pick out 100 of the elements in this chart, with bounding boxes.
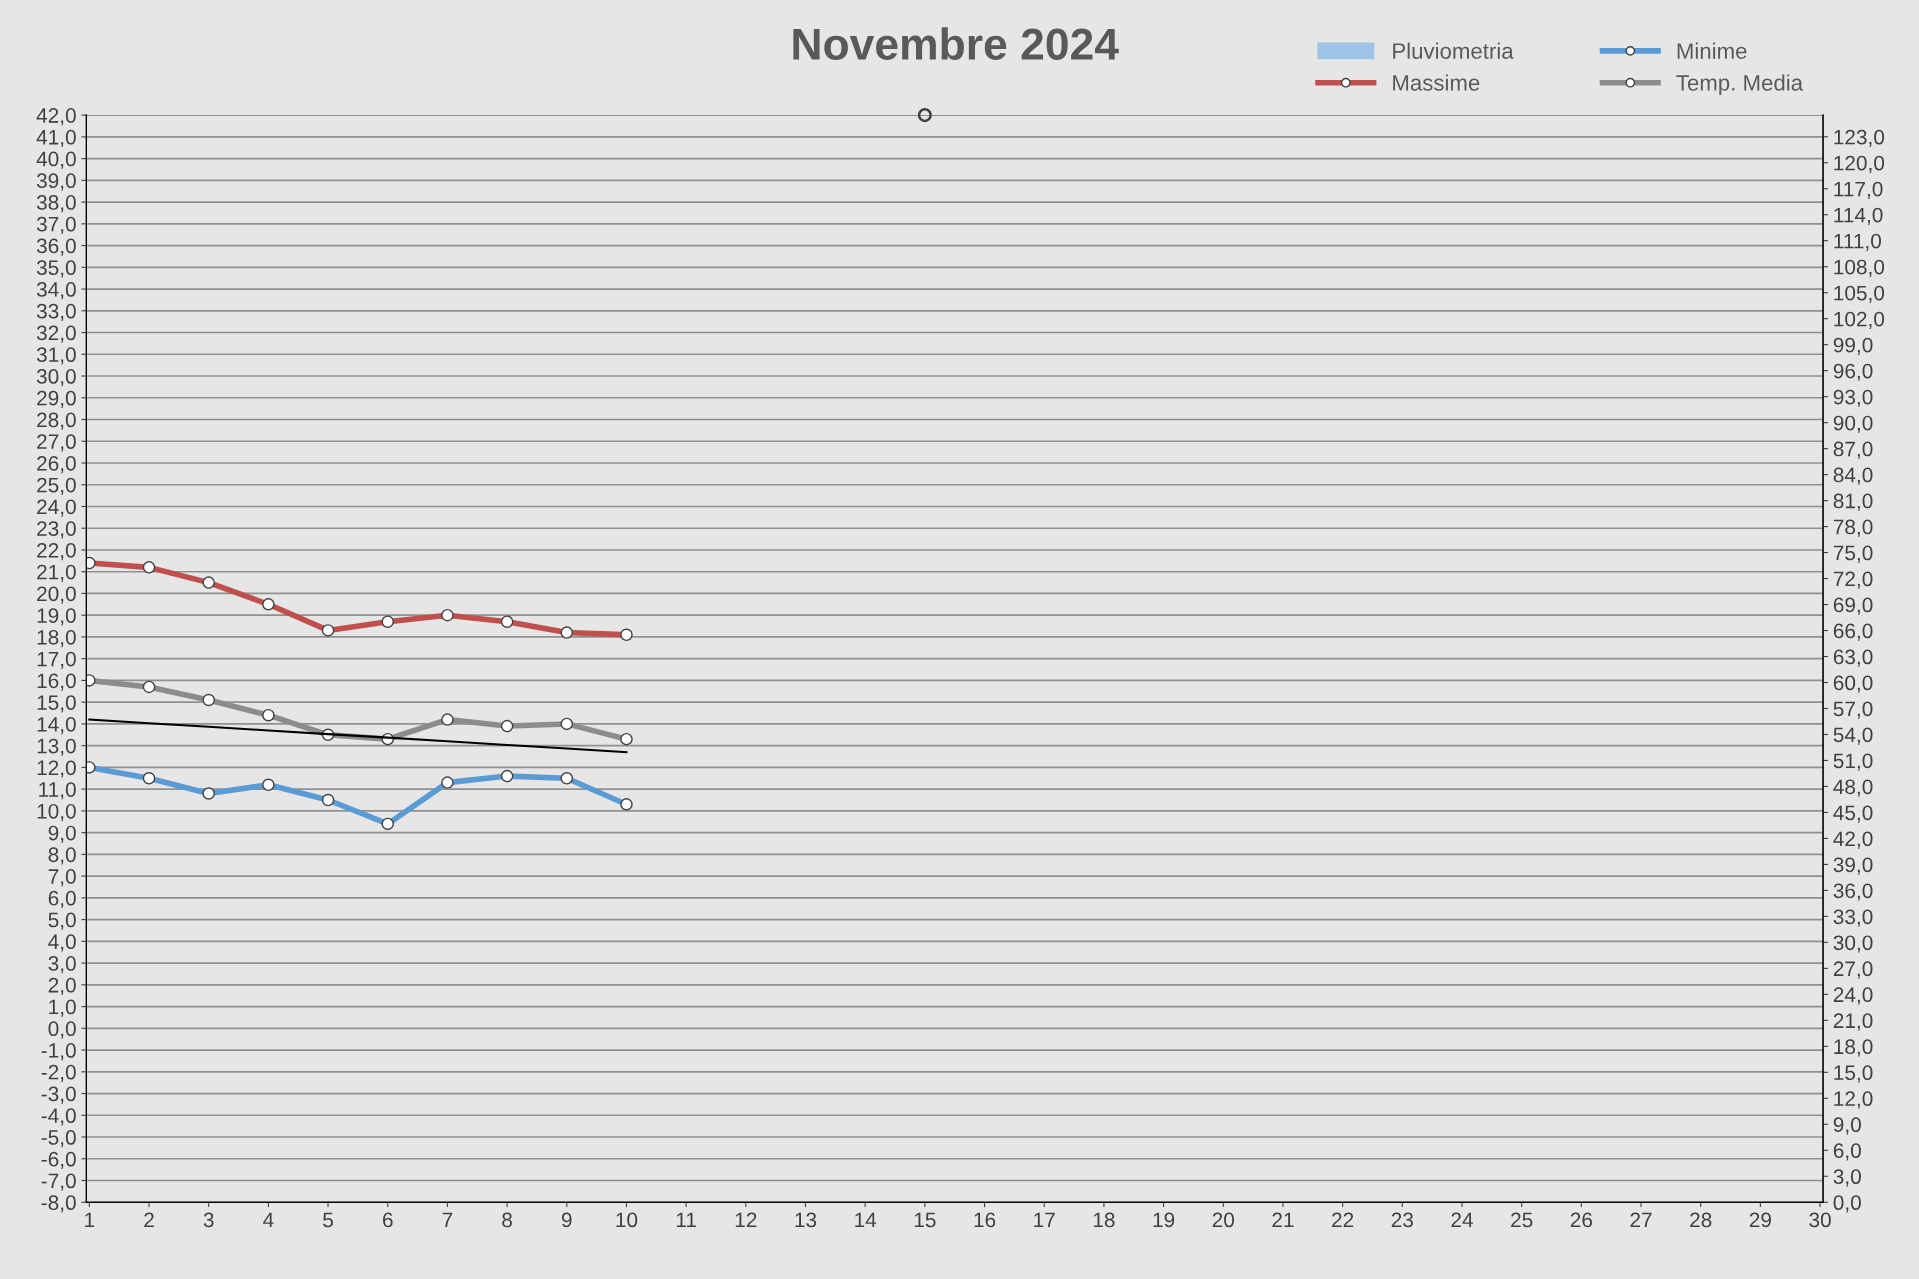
y2-tick-label: 123,0 [1834, 129, 1885, 147]
y-tick-label: 20,0 [37, 586, 76, 604]
x-tick-label: 21 [1272, 1212, 1294, 1228]
x-tick-label: 8 [502, 1212, 512, 1228]
y2-tick-label: 45,0 [1833, 805, 1873, 823]
y2-tick-label: 108,0 [1834, 259, 1885, 277]
y-tick-label: 27,0 [37, 434, 76, 452]
y2-tick-label: 60,0 [1833, 675, 1873, 693]
y-tick-label: -8,0 [41, 1195, 76, 1213]
x-tick-label: 10 [616, 1212, 638, 1228]
y-tick-label: 16,0 [37, 673, 76, 691]
y2-tick-label: 117,0 [1834, 181, 1883, 199]
x-tick-label: 9 [561, 1212, 572, 1228]
y-tick-label: 22,0 [37, 542, 76, 561]
y2-tick-label: 96,0 [1833, 363, 1873, 381]
y-tick-label: 19,0 [37, 608, 76, 626]
y2-tick-label: 42,0 [1833, 831, 1873, 849]
y2-tick-label: 36,0 [1833, 883, 1873, 901]
y2-tick-label: 114,0 [1834, 207, 1883, 225]
y-tick-label: 33,0 [36, 303, 76, 322]
y-tick-label: 9,0 [48, 825, 76, 843]
y-tick-label: -1,0 [41, 1043, 76, 1061]
y2-tick-label: 9,0 [1833, 1117, 1861, 1135]
x-tick-label: 26 [1570, 1212, 1593, 1228]
y2-tick-label: 48,0 [1833, 779, 1873, 797]
legend-label: Pluviometria [1393, 42, 1514, 59]
y-tick-label: 26,0 [37, 456, 76, 474]
x-tick-label: 3 [203, 1212, 214, 1228]
point [917, 108, 932, 123]
y2-tick-label: 99,0 [1833, 337, 1873, 355]
y-tick-label: 0,0 [48, 1021, 76, 1039]
y2-tick-label: 81,0 [1833, 493, 1873, 511]
y2-tick-label: 24,0 [1833, 987, 1873, 1005]
y-tick-label: -4,0 [41, 1108, 76, 1126]
y-tick-label: 21,0 [37, 564, 76, 582]
y2-tick-label: 0,0 [1833, 1195, 1861, 1213]
x-tick-label: 1 [85, 1212, 95, 1228]
y-tick-label: 41,0 [36, 129, 76, 148]
y2-tick-label: 72,0 [1833, 571, 1873, 589]
x-tick-label: 12 [735, 1212, 757, 1228]
y2-tick-label: 15,0 [1834, 1065, 1873, 1083]
y-tick-label: 32,0 [36, 325, 76, 343]
y-tick-label: -6,0 [41, 1151, 76, 1169]
y-tick-label: 10,0 [37, 803, 76, 822]
legend-label: Temp. Media [1676, 74, 1804, 96]
y-tick-label: 4,0 [48, 934, 76, 952]
y2-tick-label: 111,0 [1834, 233, 1882, 251]
y2-tick-label: 78,0 [1833, 519, 1873, 537]
y-tick-label: 25,0 [37, 477, 76, 495]
y2-tick-label: 33,0 [1833, 909, 1873, 927]
y-tick-label: 23,0 [37, 521, 76, 539]
y-tick-label: 15,0 [37, 695, 76, 713]
y2-tick-label: 6,0 [1833, 1143, 1861, 1161]
y2-tick-label: 75,0 [1833, 545, 1873, 563]
x-tick-label: 4 [263, 1212, 274, 1228]
y-tick-label: 39,0 [36, 173, 76, 191]
y2-tick-label: 120,0 [1834, 155, 1885, 173]
x-tick-label: 13 [795, 1212, 817, 1228]
y-tick-label: 36,0 [36, 238, 76, 256]
y-tick-label: 3,0 [48, 956, 76, 974]
y-tick-label: -7,0 [41, 1173, 76, 1191]
y2-tick-label: 57,0 [1833, 701, 1873, 719]
legend-label: Massime [1393, 74, 1480, 91]
y-tick-label: 28,0 [37, 412, 76, 430]
y-tick-label: 29,0 [37, 390, 76, 408]
y2-tick-label: 30,0 [1833, 935, 1873, 953]
x-tick-label: 7 [442, 1212, 453, 1228]
x-tick-label: 6 [383, 1212, 393, 1228]
x-tick-label: 30 [1809, 1212, 1831, 1228]
y-tick-label: 37,0 [36, 216, 76, 235]
y-tick-label: 13,0 [37, 738, 76, 756]
y2-tick-label: 84,0 [1833, 467, 1873, 485]
y2-tick-label: 18,0 [1834, 1039, 1873, 1057]
y-tick-label: 7,0 [48, 869, 76, 887]
y-tick-label: 6,0 [48, 890, 76, 909]
x-tick-label: 17 [1034, 1212, 1055, 1228]
x-tick-label: 11 [676, 1212, 696, 1228]
y2-tick-label: 87,0 [1833, 441, 1873, 459]
y-tick-label: 17,0 [37, 651, 76, 669]
x-tick-label: 19 [1153, 1212, 1175, 1228]
y-tick-label: -5,0 [41, 1130, 76, 1148]
y-tick-label: 38,0 [36, 195, 76, 213]
y-tick-label: 31,0 [36, 347, 76, 365]
x-tick-label: 28 [1690, 1212, 1712, 1228]
x-tick-label: 5 [323, 1212, 333, 1228]
legend-label: Minime [1677, 42, 1747, 59]
y-tick-label: 40,0 [36, 151, 76, 169]
y-tick-label: 11,0 [39, 782, 76, 800]
x-tick-label: 20 [1212, 1212, 1235, 1228]
y2-tick-label: 93,0 [1833, 389, 1873, 407]
y2-tick-label: 27,0 [1833, 961, 1873, 979]
y2-tick-label: 51,0 [1833, 753, 1873, 771]
y-tick-label: 24,0 [37, 499, 76, 517]
x-tick-label: 22 [1332, 1212, 1354, 1228]
y-tick-label: 12,0 [37, 760, 76, 778]
x-tick-label: 2 [144, 1212, 154, 1228]
x-tick-label: 29 [1749, 1212, 1771, 1228]
y2-tick-label: 105,0 [1834, 285, 1885, 303]
y-tick-label: 2,0 [48, 977, 76, 996]
x-tick-label: 25 [1511, 1212, 1533, 1228]
